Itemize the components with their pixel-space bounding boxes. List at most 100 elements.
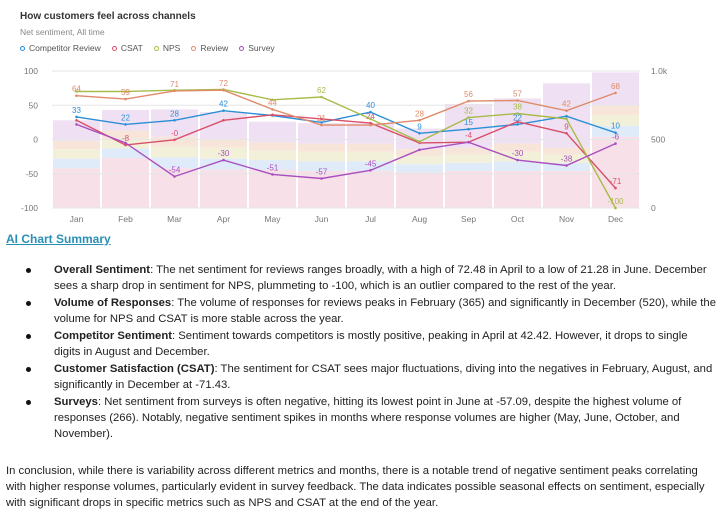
legend-dot-icon	[20, 45, 25, 51]
data-label: 42	[219, 100, 228, 109]
bullet-competitor-sentiment: Competitor Sentiment: Sentiment towards …	[26, 328, 716, 360]
x-tick-label: Aug	[412, 214, 427, 224]
legend-dot-icon	[191, 45, 197, 51]
data-point	[565, 117, 568, 121]
data-label: 59	[121, 88, 130, 97]
data-label: 68	[611, 82, 620, 91]
legend-item[interactable]: CSAT	[111, 43, 143, 53]
data-point	[320, 117, 323, 121]
x-tick-label: Nov	[559, 214, 575, 224]
volume-bar	[249, 160, 296, 170]
data-label: 32	[464, 107, 473, 116]
legend-item[interactable]: Review	[191, 43, 228, 53]
data-point	[467, 127, 470, 131]
volume-bar	[396, 172, 443, 208]
data-label: 44	[268, 98, 277, 107]
y-tick-label: 50	[29, 100, 39, 110]
volume-bar	[494, 171, 541, 208]
data-point	[222, 88, 225, 92]
legend-dot-icon	[153, 45, 159, 51]
data-point	[222, 119, 225, 122]
data-point	[418, 140, 421, 143]
legend-item[interactable]: Competitor Review	[20, 43, 101, 53]
volume-bar	[347, 171, 394, 208]
data-point	[271, 98, 274, 102]
data-point	[173, 89, 176, 93]
data-point	[124, 90, 127, 93]
volume-bar	[298, 143, 345, 152]
volume-bar	[445, 147, 492, 155]
data-point	[75, 119, 78, 122]
data-point	[75, 123, 78, 126]
volume-bar	[445, 171, 492, 208]
data-point	[320, 121, 323, 124]
chart-title: How customers feel across channels	[20, 11, 196, 22]
bullet-overall-sentiment: Overall Sentiment: The net sentiment for…	[26, 262, 716, 294]
data-point	[75, 94, 78, 97]
data-point	[369, 169, 372, 172]
volume-bar	[200, 112, 247, 140]
data-label: -100	[607, 197, 624, 206]
y-tick-label: 0	[33, 135, 38, 145]
data-label: 62	[317, 86, 326, 95]
data-label: -4	[465, 131, 473, 140]
x-tick-label: Jun	[315, 214, 329, 224]
x-tick-label: Mar	[167, 214, 182, 224]
data-label: 64	[72, 85, 81, 94]
volume-bar	[200, 169, 247, 208]
legend-item[interactable]: Survey	[239, 43, 275, 53]
data-label: 10	[611, 122, 620, 131]
volume-bar	[151, 157, 198, 169]
data-point	[124, 141, 127, 145]
data-point	[124, 97, 127, 101]
data-point	[369, 117, 372, 121]
volume-bar	[592, 136, 639, 208]
volume-bar	[396, 149, 443, 156]
volume-bar	[347, 151, 394, 162]
data-label: -30	[218, 149, 230, 158]
data-label: 28	[170, 109, 179, 118]
data-point	[173, 119, 176, 122]
volume-bar	[494, 143, 541, 152]
volume-bar	[151, 168, 198, 208]
volume-bar	[53, 149, 100, 159]
data-point	[369, 110, 372, 114]
data-point	[614, 206, 617, 210]
volume-bar	[102, 158, 149, 208]
x-tick-label: Jul	[365, 214, 376, 224]
summary-title[interactable]: AI Chart Summary	[6, 232, 111, 246]
volume-bar	[200, 147, 247, 159]
data-point	[124, 143, 127, 147]
data-point	[418, 132, 421, 135]
legend-dot-icon	[111, 45, 117, 51]
volume-bar	[249, 142, 296, 151]
data-point	[467, 140, 470, 144]
data-label: -6	[612, 133, 620, 142]
chart-legend: Competitor Review CSAT NPS Review Survey	[20, 43, 275, 53]
volume-bar	[543, 147, 590, 155]
volume-bar	[445, 154, 492, 163]
x-tick-label: Apr	[217, 214, 230, 224]
volume-bar	[102, 110, 149, 131]
data-label: 22	[121, 113, 130, 122]
series-line	[76, 89, 616, 126]
y-tick-label: -100	[21, 203, 38, 213]
volume-bar	[543, 171, 590, 208]
data-point	[320, 177, 323, 180]
volume-bar	[298, 161, 345, 171]
legend-item[interactable]: NPS	[153, 43, 181, 53]
volume-bar	[396, 128, 443, 149]
bullet-customer-satisfaction: Customer Satisfaction (CSAT): The sentim…	[26, 361, 716, 393]
volume-bar	[347, 143, 394, 152]
data-label: -54	[169, 165, 181, 174]
data-label: 22	[513, 113, 522, 122]
legend-label: NPS	[162, 43, 181, 53]
data-label: 28	[415, 109, 424, 118]
volume-bar	[249, 150, 296, 161]
x-tick-label: Sep	[461, 214, 476, 224]
data-label: 38	[513, 102, 522, 111]
bullet-surveys: Surveys: Net sentiment from surveys is o…	[26, 394, 716, 442]
data-point	[418, 148, 421, 152]
data-point	[614, 91, 617, 95]
